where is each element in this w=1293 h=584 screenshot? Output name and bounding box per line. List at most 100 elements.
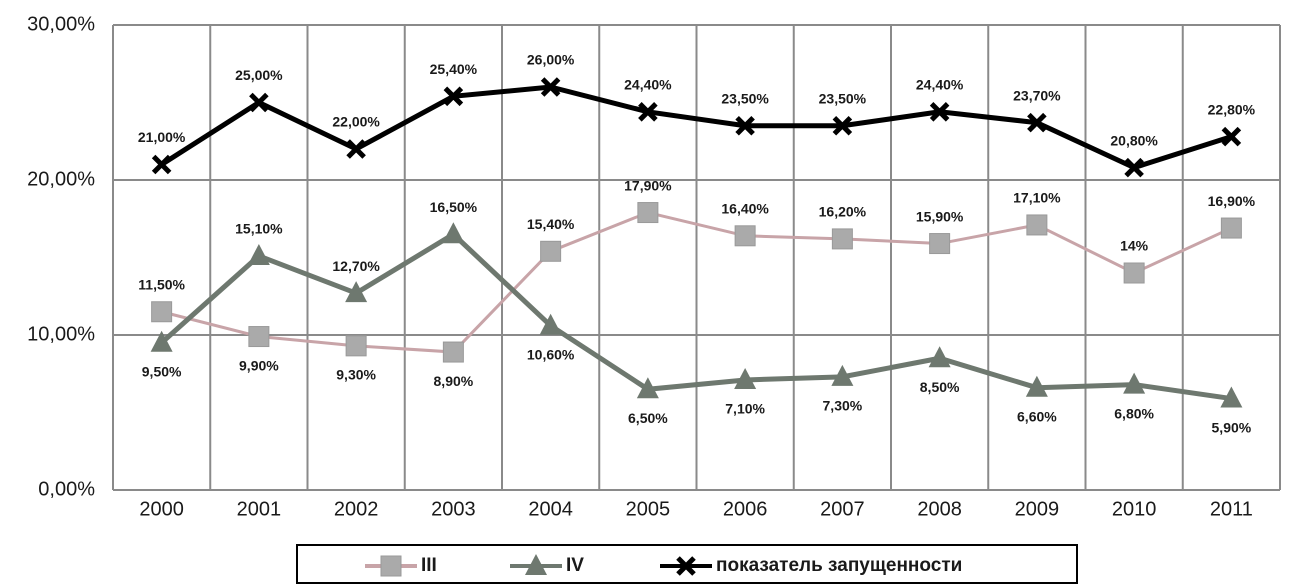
value-label: 9,50% [142, 363, 182, 379]
marker [345, 281, 368, 303]
marker [151, 154, 172, 175]
value-label: 25,40% [430, 61, 478, 77]
marker [346, 139, 366, 159]
marker [734, 225, 756, 247]
marker [1123, 372, 1146, 394]
marker [637, 202, 659, 224]
x-tick-label: 2000 [139, 498, 184, 520]
legend-label: показатель запущенности [716, 555, 962, 576]
x-tick-label: 2009 [1015, 498, 1060, 520]
x-tick-label: 2004 [528, 498, 573, 520]
value-label: 12,70% [332, 258, 380, 274]
x-tick-label: 2002 [334, 498, 379, 520]
marker [443, 86, 464, 107]
value-label: 10,60% [527, 346, 575, 362]
value-label: 7,10% [725, 401, 765, 417]
value-label: 15,10% [235, 221, 283, 237]
marker [1123, 262, 1145, 284]
marker [540, 77, 561, 97]
value-label: 8,50% [920, 379, 960, 395]
marker [525, 554, 547, 575]
value-label: 5,90% [1212, 419, 1252, 435]
x-tick-label: 2008 [917, 498, 962, 520]
marker [734, 367, 757, 389]
value-label: 26,00% [527, 52, 575, 68]
marker [638, 102, 658, 122]
y-tick-label: 0,00% [38, 478, 95, 500]
marker [1220, 386, 1243, 408]
value-label: 9,30% [336, 367, 376, 383]
value-label: 15,90% [916, 208, 964, 224]
value-label: 17,90% [624, 177, 672, 193]
value-label: 16,20% [819, 204, 867, 220]
value-label: 16,90% [1208, 193, 1256, 209]
marker [929, 233, 951, 255]
marker [636, 377, 659, 399]
marker [735, 115, 755, 136]
value-label: 7,30% [823, 398, 863, 414]
value-label: 16,40% [721, 201, 769, 217]
legend-label: III [421, 555, 437, 576]
value-label: 22,00% [332, 114, 380, 130]
value-label: 6,60% [1017, 408, 1057, 424]
marker [247, 243, 270, 265]
value-label: 16,50% [430, 199, 478, 215]
marker [442, 222, 465, 244]
legend-label: IV [566, 555, 584, 576]
value-label: 17,10% [1013, 190, 1061, 206]
x-tick-label: 2006 [723, 498, 768, 520]
marker [928, 346, 951, 368]
marker [831, 228, 853, 250]
y-tick-label: 10,00% [27, 323, 95, 345]
marker [832, 115, 853, 136]
value-label: 8,90% [434, 373, 474, 389]
value-label: 11,50% [138, 276, 185, 292]
x-tick-label: 2007 [820, 498, 865, 520]
marker [380, 555, 402, 577]
x-tick-label: 2010 [1112, 498, 1157, 520]
value-label: 6,50% [628, 410, 668, 426]
value-label: 6,80% [1114, 405, 1154, 421]
marker [345, 335, 367, 357]
value-label: 20,80% [1110, 132, 1158, 148]
legend-item: IV [510, 554, 584, 576]
marker [150, 330, 173, 352]
marker [1025, 375, 1048, 397]
marker [151, 301, 173, 323]
y-tick-label: 30,00% [27, 13, 95, 35]
marker [249, 92, 269, 113]
value-label: 21,00% [138, 129, 186, 145]
marker [1124, 157, 1144, 178]
series-line [159, 231, 1232, 402]
marker [1026, 214, 1048, 236]
series-line [161, 210, 1233, 354]
value-label: 23,50% [721, 90, 769, 106]
marker [539, 313, 562, 335]
series-line [160, 84, 1233, 171]
marker [676, 556, 696, 576]
x-tick-label: 2001 [237, 498, 282, 520]
marker [1221, 126, 1242, 147]
value-label: 24,40% [916, 77, 964, 93]
marker [248, 326, 270, 348]
marker [1027, 112, 1047, 133]
x-tick-label: 2003 [431, 498, 476, 520]
x-tick-label: 2005 [626, 498, 671, 520]
legend-item: III [365, 555, 437, 577]
marker [929, 102, 950, 122]
marker [442, 341, 464, 363]
legend-item: показатель запущенности [660, 555, 962, 576]
value-label: 9,90% [239, 357, 279, 373]
marker [540, 240, 562, 262]
value-label: 23,50% [819, 90, 867, 106]
x-tick-label: 2011 [1210, 498, 1253, 520]
value-label: 15,40% [527, 216, 575, 232]
value-label: 22,80% [1208, 101, 1256, 117]
value-label: 25,00% [235, 67, 283, 83]
value-label: 24,40% [624, 77, 672, 93]
value-label: 14% [1120, 238, 1149, 254]
marker [831, 364, 854, 386]
marker [1220, 217, 1242, 239]
value-label: 23,70% [1013, 87, 1061, 103]
